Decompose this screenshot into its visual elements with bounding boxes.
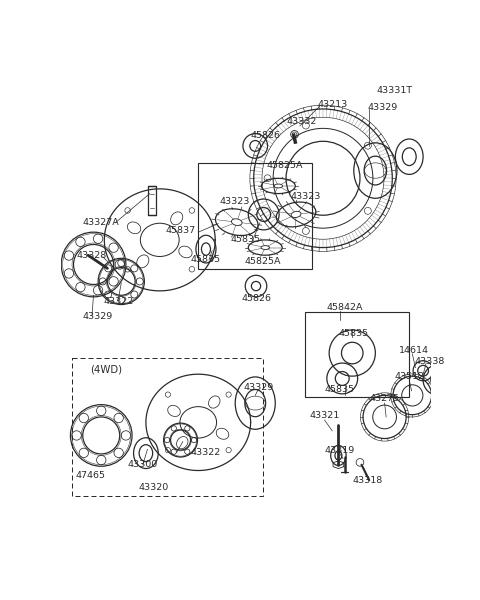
Text: 43323: 43323 (219, 197, 250, 206)
Text: 45835: 45835 (339, 329, 369, 338)
Text: 43275: 43275 (370, 394, 400, 403)
Bar (148, 186, 156, 215)
Text: 47465: 47465 (75, 471, 106, 480)
Text: 45835: 45835 (191, 256, 221, 265)
Text: 43322: 43322 (191, 448, 221, 457)
Bar (304, 312, 409, 397)
Text: 43329: 43329 (243, 383, 274, 392)
Text: 43213: 43213 (317, 100, 348, 109)
Text: 43321: 43321 (310, 411, 340, 420)
Text: 45825A: 45825A (245, 257, 281, 266)
Text: 43329: 43329 (368, 103, 398, 112)
Text: 43332: 43332 (286, 117, 317, 126)
Text: 43300: 43300 (128, 460, 158, 469)
Text: 43323: 43323 (291, 192, 321, 201)
Bar (198, 163, 312, 269)
Text: 45835: 45835 (325, 385, 355, 394)
Text: 45825A: 45825A (266, 161, 303, 170)
Text: 43338: 43338 (414, 357, 444, 366)
Text: 45842A: 45842A (326, 303, 363, 312)
Text: (4WD): (4WD) (90, 364, 122, 374)
Text: 45835: 45835 (231, 235, 261, 244)
Text: 43331T: 43331T (376, 86, 412, 95)
Text: 43319: 43319 (325, 446, 355, 455)
Text: 45837: 45837 (166, 226, 196, 235)
Text: 43327A: 43327A (83, 218, 120, 227)
Text: 43328: 43328 (77, 251, 107, 260)
Text: 45826: 45826 (250, 131, 280, 140)
Text: 43318: 43318 (352, 476, 383, 485)
Text: 45826: 45826 (241, 294, 271, 303)
Text: 43320: 43320 (138, 484, 169, 492)
Text: 14614: 14614 (399, 346, 429, 355)
Text: 43512: 43512 (394, 373, 424, 382)
Text: 43322: 43322 (103, 297, 133, 306)
Text: 43329: 43329 (83, 313, 113, 322)
Bar (72, 358, 263, 496)
